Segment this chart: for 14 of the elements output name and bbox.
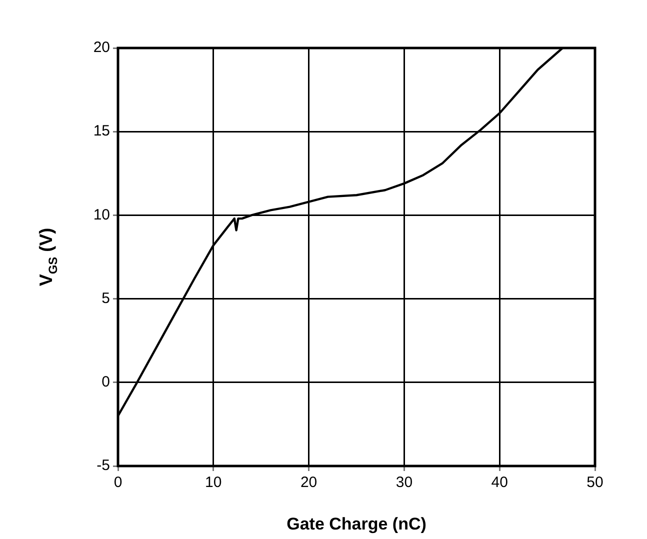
x-tick-label: 20 [300, 474, 318, 492]
x-tick-label: 30 [396, 474, 413, 492]
y-tick-label: -5 [96, 457, 110, 474]
x-tick-label: 10 [205, 474, 222, 492]
x-tick-label: 0 [114, 474, 122, 492]
x-tick-label: 40 [491, 474, 508, 492]
x-axis-title: Gate Charge (nC) [286, 514, 426, 534]
y-tick-label: 5 [102, 290, 110, 307]
y-axis-title: VGS (V) [36, 228, 60, 286]
y-tick-label: 0 [102, 374, 110, 391]
y-tick-label: 20 [93, 39, 110, 56]
y-tick-label: 10 [93, 206, 110, 224]
y-tick-label: 15 [93, 122, 110, 140]
x-tick-label: 50 [586, 474, 604, 492]
